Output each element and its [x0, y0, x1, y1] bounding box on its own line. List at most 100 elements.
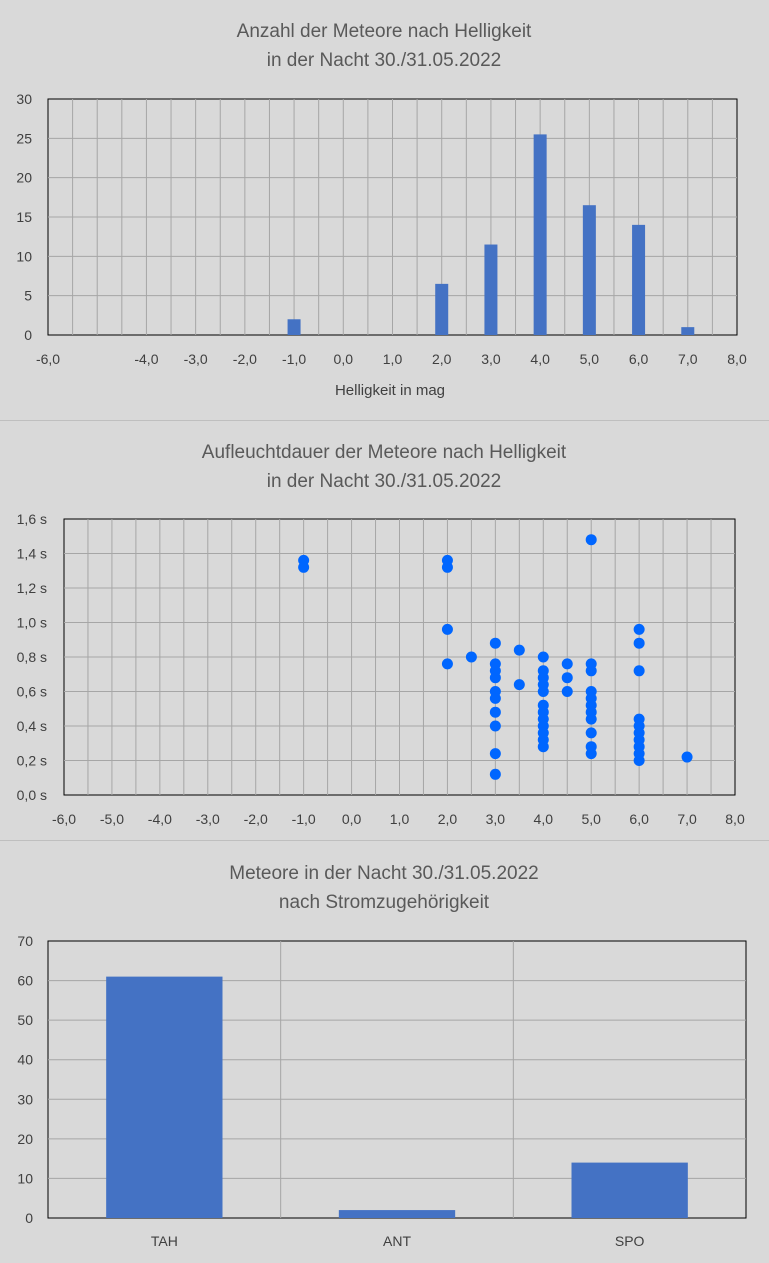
y-tick-label: 10	[16, 248, 32, 264]
scatter-point	[489, 692, 501, 704]
scatter-point	[489, 748, 501, 760]
scatter-point	[633, 755, 645, 766]
bar	[435, 283, 449, 335]
x-tick-label: 5,0	[580, 351, 600, 367]
chart-panel-duration-scatter: Aufleuchtdauer der Meteore nach Helligke…	[0, 421, 769, 840]
scatter-point	[537, 741, 549, 753]
x-tick-label: -4,0	[134, 351, 158, 367]
scatter-point	[489, 720, 501, 732]
y-tick-label: 30	[16, 91, 32, 107]
y-tick-label: 0	[25, 1210, 33, 1226]
bar	[484, 244, 498, 335]
scatter-point	[585, 748, 597, 760]
y-tick-label: 20	[17, 1131, 33, 1147]
x-axis-label: Helligkeit in mag	[335, 382, 445, 399]
x-tick-label: 7,0	[678, 351, 698, 367]
y-tick-label: 1,6 s	[17, 511, 47, 527]
scatter-point	[441, 658, 453, 670]
bar	[582, 205, 596, 335]
scatter-point	[298, 561, 310, 573]
chart-title: nach Stromzugehörigkeit	[279, 892, 490, 913]
x-tick-label: 2,0	[438, 811, 458, 827]
bar	[533, 134, 547, 335]
scatter-point	[561, 672, 573, 684]
x-tick-label: -1,0	[292, 811, 316, 827]
y-tick-label: 60	[17, 973, 33, 989]
panel-divider	[0, 420, 769, 421]
x-tick-label: 2,0	[432, 351, 452, 367]
chart-title: in der Nacht 30./31.05.2022	[267, 50, 502, 71]
scatter-point	[489, 768, 501, 780]
x-tick-label: 8,0	[727, 351, 747, 367]
x-tick-label: -6,0	[36, 351, 60, 367]
y-tick-label: 1,2 s	[17, 580, 47, 596]
y-tick-label: 25	[16, 130, 32, 146]
x-tick-label: 6,0	[629, 811, 649, 827]
x-category-label: ANT	[383, 1233, 411, 1249]
y-tick-label: 0,6 s	[17, 684, 47, 700]
scatter-point	[513, 644, 525, 656]
bar	[632, 224, 646, 335]
y-tick-label: 0,2 s	[17, 753, 47, 769]
x-tick-label: 4,0	[530, 351, 550, 367]
scatter-point	[561, 686, 573, 697]
y-tick-label: 1,4 s	[17, 546, 47, 562]
chart-panel-stream: Meteore in der Nacht 30./31.05.2022 nach …	[0, 841, 769, 1263]
scatter-point	[633, 665, 645, 677]
x-category-label: SPO	[615, 1233, 645, 1249]
x-tick-label: 8,0	[725, 811, 745, 827]
x-tick-label: 0,0	[334, 351, 354, 367]
x-tick-label: -1,0	[282, 351, 306, 367]
scatter-point	[585, 713, 597, 725]
x-category-label: TAH	[151, 1233, 178, 1249]
x-tick-label: -5,0	[100, 811, 124, 827]
y-tick-label: 20	[16, 170, 32, 186]
chart-title: Meteore in der Nacht 30./31.05.2022	[229, 863, 538, 884]
y-tick-label: 1,0 s	[17, 615, 47, 631]
y-tick-label: 70	[17, 933, 33, 949]
bar-chart-stream: Meteore in der Nacht 30./31.05.2022 nach …	[17, 863, 747, 1249]
chart-title: Aufleuchtdauer der Meteore nach Helligke…	[202, 442, 567, 463]
scatter-point	[537, 686, 549, 697]
y-tick-label: 0,4 s	[17, 718, 47, 734]
x-tick-label: -4,0	[148, 811, 172, 827]
scatter-point	[633, 623, 645, 635]
x-tick-label: 1,0	[390, 811, 410, 827]
x-tick-label: 1,0	[383, 351, 403, 367]
x-tick-label: -2,0	[233, 351, 257, 367]
scatter-point	[681, 751, 693, 763]
scatter-chart-duration: Aufleuchtdauer der Meteore nach Helligke…	[17, 442, 745, 827]
scatter-point	[489, 706, 501, 718]
x-tick-label: 3,0	[486, 811, 506, 827]
x-tick-label: 7,0	[677, 811, 697, 827]
chart-title: Anzahl der Meteore nach Helligkeit	[237, 21, 532, 42]
y-tick-label: 15	[16, 209, 32, 225]
x-tick-label: 6,0	[629, 351, 649, 367]
bar	[571, 1162, 688, 1218]
y-tick-label: 10	[17, 1170, 33, 1186]
x-tick-label: 4,0	[534, 811, 554, 827]
scatter-point	[585, 665, 597, 677]
chart-panel-brightness-count: Anzahl der Meteore nach Helligkeit in der…	[0, 0, 769, 420]
x-tick-label: -3,0	[196, 811, 220, 827]
scatter-point	[585, 534, 597, 546]
y-tick-label: 5	[24, 288, 32, 304]
x-tick-label: -6,0	[52, 811, 76, 827]
scatter-point	[537, 651, 549, 663]
y-tick-label: 0,0 s	[17, 787, 47, 803]
scatter-point	[465, 651, 477, 663]
y-tick-label: 0,8 s	[17, 649, 47, 665]
scatter-point	[585, 727, 597, 739]
bar	[681, 327, 695, 335]
scatter-point	[489, 672, 501, 684]
x-tick-label: -3,0	[184, 351, 208, 367]
y-tick-label: 30	[17, 1091, 33, 1107]
bar-chart-brightness: Anzahl der Meteore nach Helligkeit in der…	[16, 21, 747, 399]
bar	[287, 319, 301, 335]
bar	[338, 1210, 456, 1218]
chart-title: in der Nacht 30./31.05.2022	[267, 471, 502, 492]
scatter-point	[513, 679, 525, 691]
panel-divider	[0, 840, 769, 841]
x-tick-label: 5,0	[581, 811, 601, 827]
y-tick-label: 0	[24, 327, 32, 343]
